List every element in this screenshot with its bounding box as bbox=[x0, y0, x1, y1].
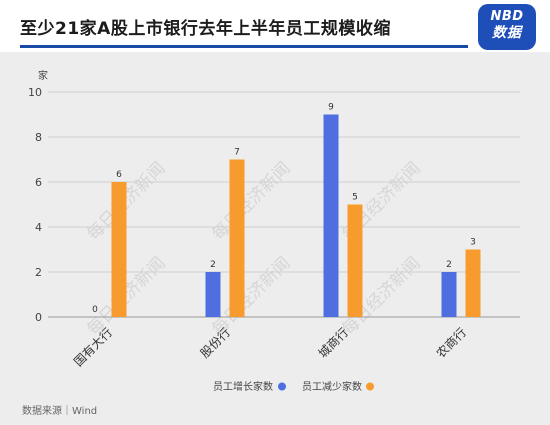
y-unit-label: 家 bbox=[38, 69, 48, 82]
bar-decrease bbox=[465, 249, 481, 317]
bar-decrease bbox=[111, 182, 127, 317]
bar-value-label: 9 bbox=[328, 103, 334, 113]
bar-decrease bbox=[347, 204, 363, 317]
bar-value-label: 2 bbox=[210, 260, 216, 270]
y-axis: 0 2 4 6 8 10 bbox=[28, 86, 42, 324]
header: 至少21家A股上市银行去年上半年员工规模收缩 NBD 数据 bbox=[0, 0, 550, 52]
bar-increase bbox=[323, 114, 339, 317]
y-tick-label: 10 bbox=[28, 86, 42, 99]
bar-decrease bbox=[229, 159, 245, 317]
bar-value-label: 5 bbox=[352, 193, 358, 203]
legend-dot bbox=[366, 382, 374, 391]
legend: 员工增长家数 员工减少家数 bbox=[213, 380, 374, 393]
y-tick-label: 2 bbox=[35, 266, 42, 279]
y-tick-label: 8 bbox=[35, 131, 42, 144]
legend-label: 员工增长家数 bbox=[213, 380, 273, 393]
y-tick-label: 6 bbox=[35, 176, 42, 189]
logo-bottom-text: 数据 bbox=[492, 25, 522, 41]
bar-value-label: 3 bbox=[470, 238, 476, 248]
bar-increase bbox=[441, 272, 457, 317]
watermark-text: 每日经济新闻 bbox=[208, 158, 294, 244]
x-axis: 国有大行 股份行 城商行 农商行 bbox=[71, 325, 469, 370]
bar-value-label: 0 bbox=[92, 305, 98, 315]
bar-value-label: 6 bbox=[116, 170, 122, 180]
legend-label: 员工减少家数 bbox=[302, 380, 362, 393]
y-tick-label: 0 bbox=[35, 311, 42, 324]
bar-chart: 每日经济新闻每日经济新闻每日经济新闻每日经济新闻每日经济新闻每日经济新闻 0 2 4… bbox=[28, 69, 520, 393]
x-tick-label: 城商行 bbox=[315, 325, 351, 361]
nbd-logo: NBD 数据 bbox=[478, 4, 536, 50]
bars bbox=[111, 114, 481, 317]
data-labels: 0 6 2 7 9 5 2 3 bbox=[92, 103, 476, 316]
bar-increase bbox=[205, 272, 221, 317]
y-tick-label: 4 bbox=[35, 221, 42, 234]
bar-value-label: 7 bbox=[234, 148, 240, 158]
watermarks: 每日经济新闻每日经济新闻每日经济新闻每日经济新闻每日经济新闻每日经济新闻 bbox=[83, 158, 424, 339]
title-underline bbox=[20, 45, 468, 48]
bar-value-label: 2 bbox=[446, 260, 452, 270]
source-note: 数据来源｜Wind bbox=[22, 406, 98, 417]
page-title: 至少21家A股上市银行去年上半年员工规模收缩 bbox=[20, 19, 391, 39]
gridlines bbox=[48, 91, 520, 318]
logo-top-text: NBD bbox=[490, 9, 524, 24]
x-tick-label: 农商行 bbox=[433, 325, 469, 361]
legend-dot bbox=[278, 382, 286, 391]
